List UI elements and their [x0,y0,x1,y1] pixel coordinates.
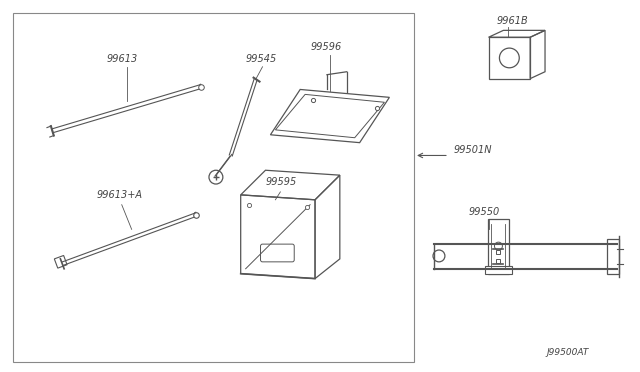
Bar [607,239,620,274]
Text: 99550: 99550 [468,206,500,217]
Bar [488,219,509,274]
FancyBboxPatch shape [260,244,294,262]
Text: 99613: 99613 [107,54,138,64]
Bar [484,266,512,274]
Text: J99500AT: J99500AT [547,349,589,357]
Text: 99613+A: 99613+A [97,190,143,200]
Text: 99501N: 99501N [454,144,492,154]
Bar [54,256,67,268]
Text: 99596: 99596 [310,42,341,52]
Text: 99595: 99595 [266,177,297,187]
Bar [13,13,414,362]
Text: 9961B: 9961B [497,16,528,26]
Text: 99545: 99545 [246,54,277,64]
